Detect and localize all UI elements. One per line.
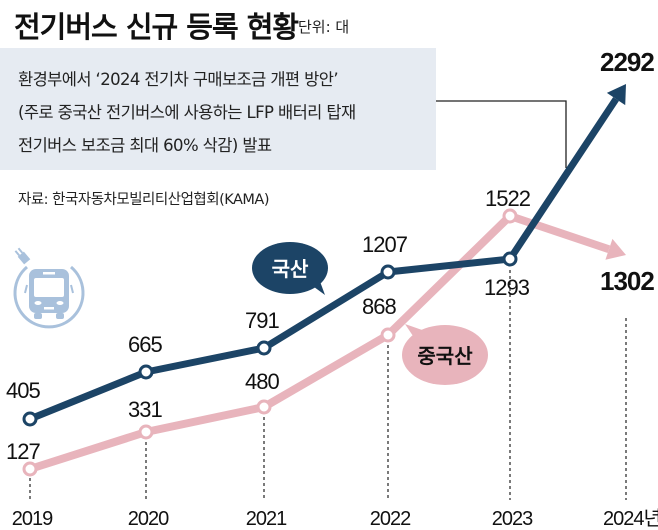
x-tick-2021: 2021 — [246, 508, 287, 530]
data-label-domestic-2020: 665 — [128, 332, 162, 357]
unit-label: 단위: 대 — [298, 18, 350, 36]
legend-bubble-domestic: 국산 — [252, 242, 328, 295]
x-tick-2022: 2022 — [370, 508, 411, 530]
annotation-connector — [436, 100, 567, 168]
arrow-head-china — [605, 238, 626, 260]
annotation-line-1: 환경부에서 ‘2024 전기차 구매보조금 개편 방안’ — [18, 70, 339, 89]
data-point-china-2021 — [256, 399, 272, 415]
data-label-china-2021: 480 — [245, 369, 279, 394]
data-label-domestic-2019: 405 — [6, 378, 40, 403]
series-line-domestic — [28, 97, 619, 423]
data-label-china-2023: 1522 — [485, 186, 531, 211]
data-point-china-2020 — [138, 424, 154, 440]
series-line-china — [28, 212, 611, 473]
data-point-domestic-2020 — [138, 364, 154, 380]
data-point-china-2022 — [380, 327, 396, 343]
data-label-domestic-2022: 1207 — [362, 232, 408, 257]
source-note: 자료: 한국자동차모빌리티산업협회(KAMA) — [18, 192, 270, 208]
data-label-china-2022: 868 — [362, 294, 396, 319]
data-point-domestic-2023 — [502, 251, 518, 267]
legend-label-china: 중국산 — [417, 344, 473, 368]
legend-bubble-china: 중국산 — [402, 324, 488, 385]
data-label-domestic-2021: 791 — [245, 308, 279, 333]
legend-label-domestic: 국산 — [272, 257, 309, 281]
x-tick-2019: 2019 — [12, 508, 53, 530]
x-tick-2024년: 2024년 — [603, 507, 658, 530]
annotation-line-3: 전기버스 보조금 최대 60% 삭감) 발표 — [18, 136, 272, 155]
data-label-china-2019: 127 — [6, 439, 40, 464]
annotation-box: 환경부에서 ‘2024 전기차 구매보조금 개편 방안’ (주로 중국산 전기버… — [0, 48, 436, 170]
x-tick-2020: 2020 — [128, 508, 169, 530]
data-point-domestic-2022 — [380, 264, 396, 280]
electric-bus-icon — [13, 247, 85, 329]
annotation-line-2: (주로 중국산 전기버스에 사용하는 LFP 배터리 탑재 — [18, 103, 356, 122]
data-label-domestic-2024년: 2292 — [600, 47, 654, 77]
data-label-domestic-2023: 1293 — [484, 275, 530, 300]
data-point-domestic-2021 — [256, 340, 272, 356]
data-label-china-2020: 331 — [128, 397, 162, 422]
data-label-china-2024년: 1302 — [600, 266, 654, 296]
data-point-domestic-2019 — [22, 411, 38, 427]
x-tick-2023: 2023 — [492, 508, 533, 530]
chart-title: 전기버스 신규 등록 현황 — [14, 10, 299, 44]
arrow-head-domestic — [606, 84, 626, 106]
data-point-china-2019 — [22, 461, 38, 477]
data-point-china-2023 — [502, 208, 518, 224]
